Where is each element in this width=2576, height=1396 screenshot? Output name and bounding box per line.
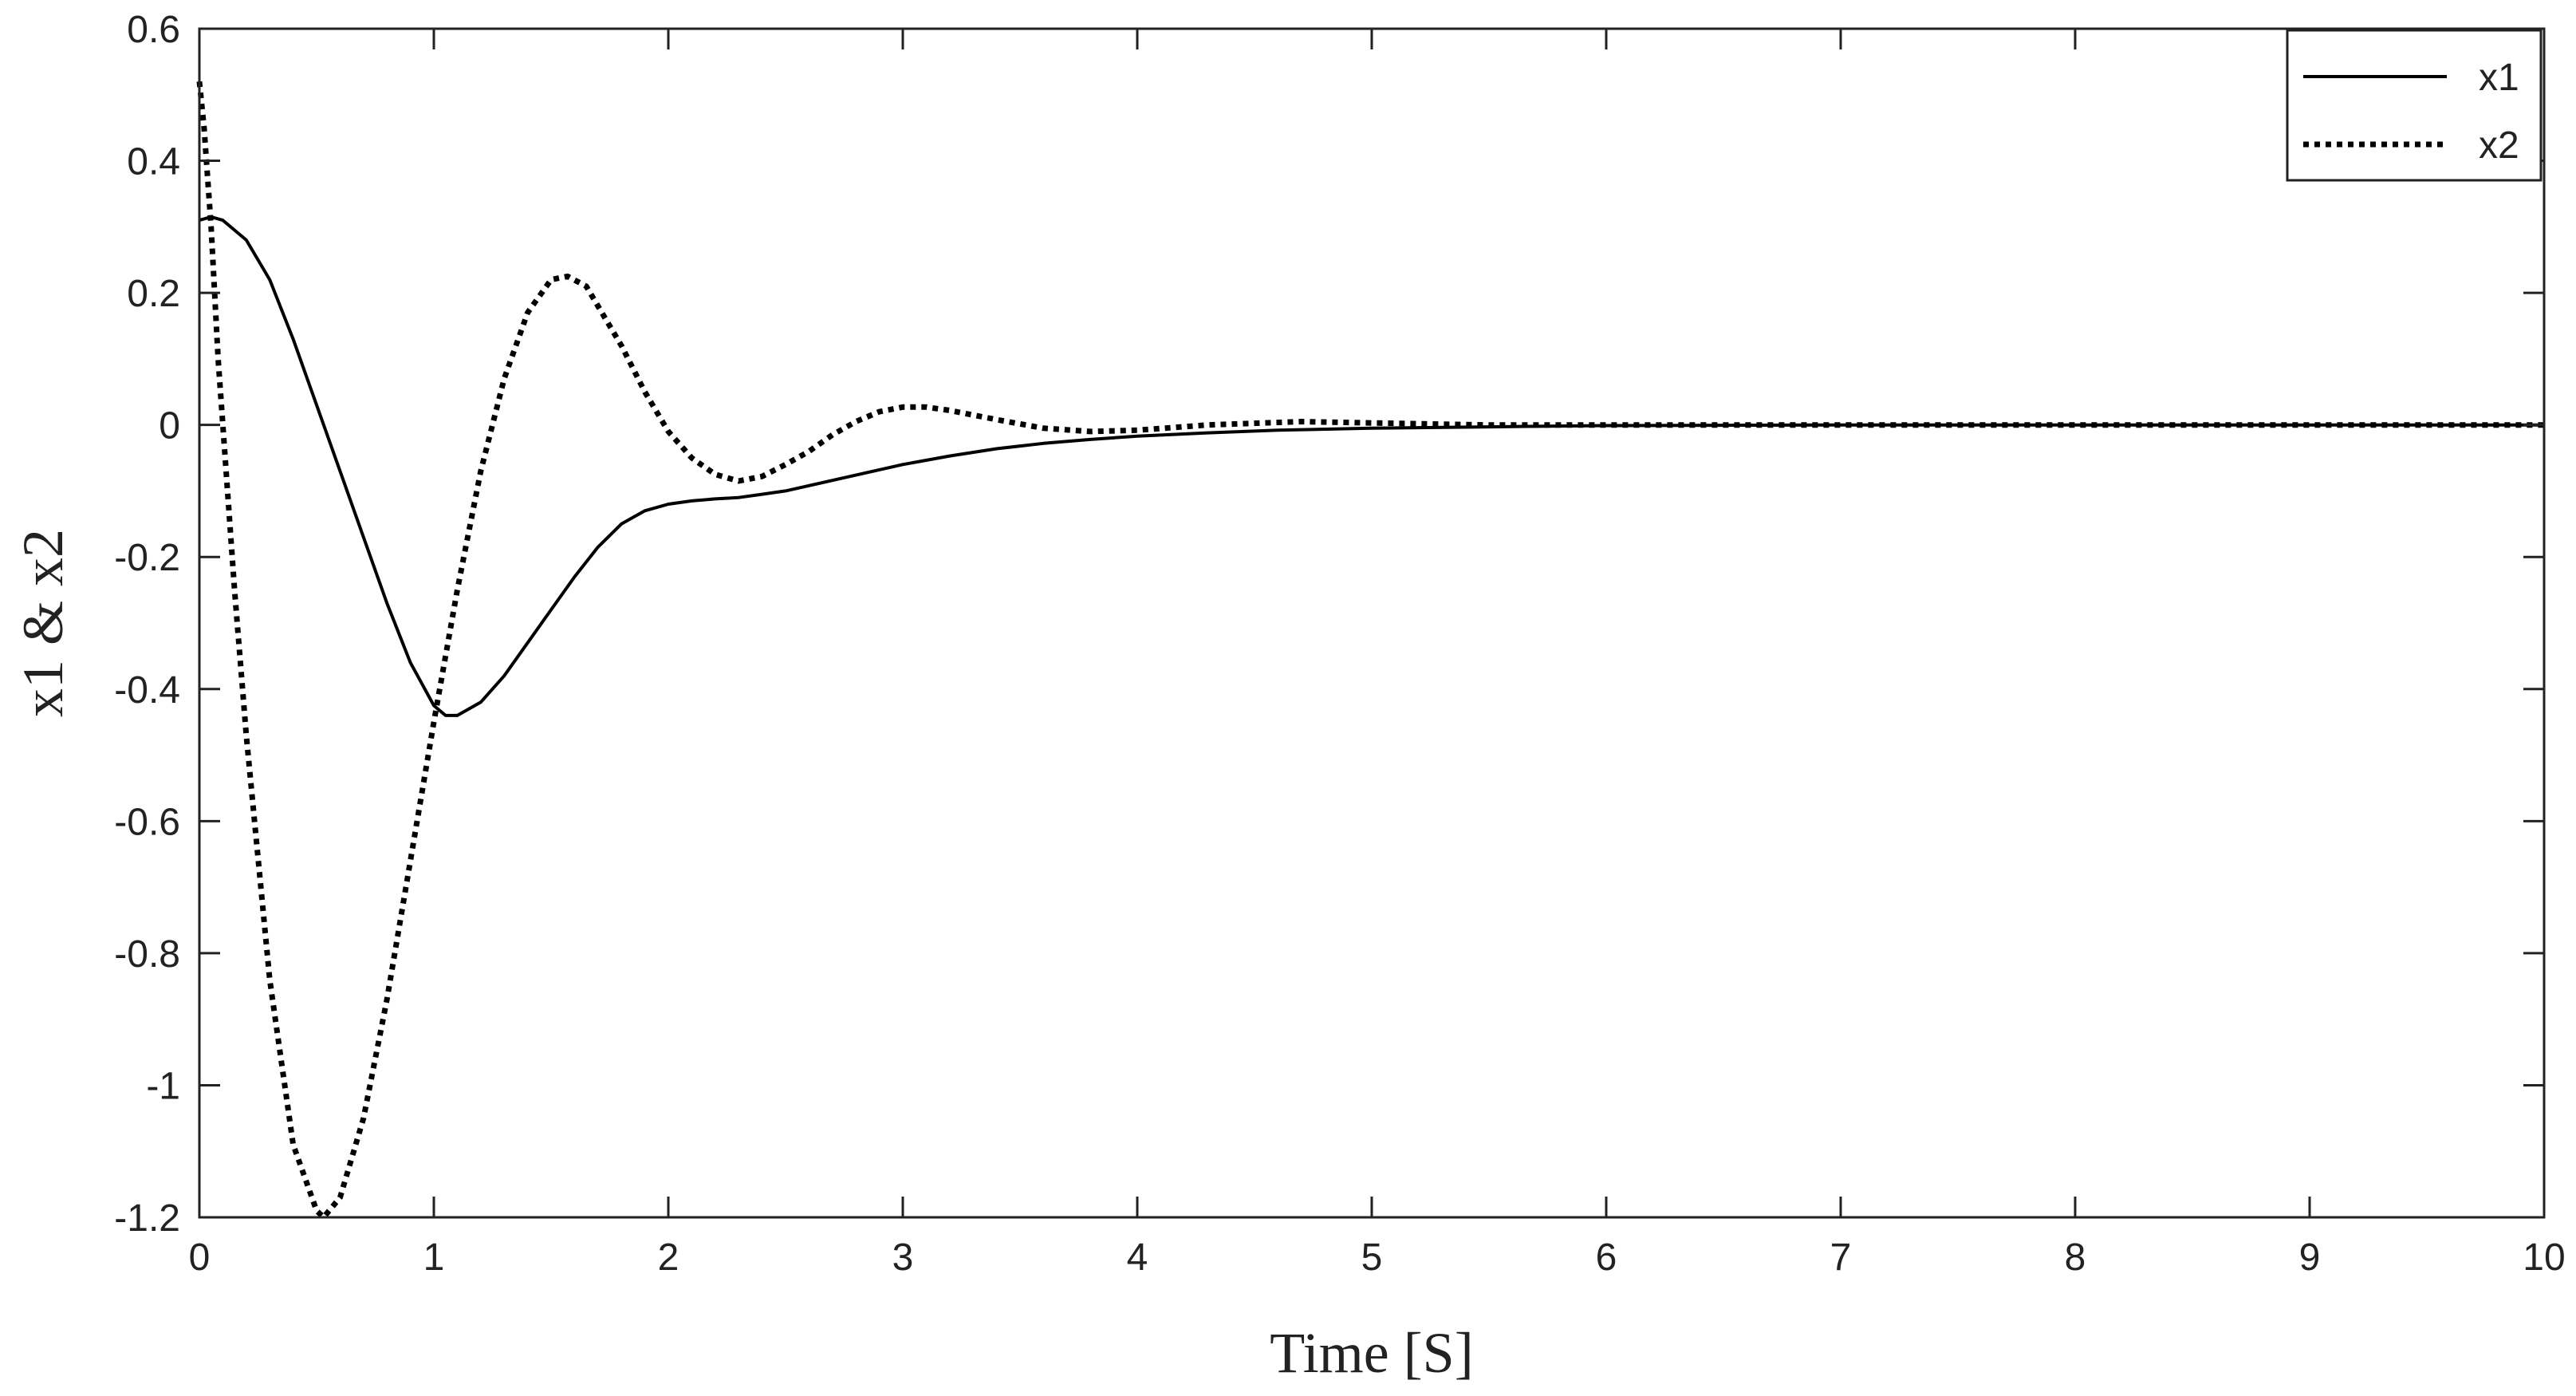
x-tick-label: 2 [658, 1236, 679, 1279]
y-tick-label: -0.6 [114, 801, 180, 843]
x-tick-label: 1 [423, 1236, 445, 1279]
ticks-layer: 0 1 2 3 4 5 6 7 8 9 10 0.6 0.4 0.2 0 -0.2 -0.4 -0.6 -0.8 -1… [114, 9, 2565, 1279]
x-tick-label: 5 [1361, 1236, 1383, 1279]
x-tick-label: 3 [892, 1236, 914, 1279]
x-tick-label: 8 [2065, 1236, 2086, 1279]
series-line-x1 [199, 215, 2544, 717]
y-tick-label: -0.4 [114, 669, 180, 712]
y-tick-label: -0.2 [114, 537, 180, 579]
x-tick-label: 10 [2523, 1236, 2565, 1279]
x-tick-label: 9 [2299, 1236, 2321, 1279]
series-line-x2 [196, 81, 2544, 1221]
x-tick-label: 7 [1830, 1236, 1852, 1279]
x-tick-label: 6 [1596, 1236, 1617, 1279]
y-tick-label: -1.2 [114, 1197, 180, 1240]
x-axis-title: Time [S] [1270, 1321, 1473, 1385]
series-layer [196, 81, 2544, 1221]
legend-box [2286, 29, 2543, 182]
legend-label-x1: x1 [2479, 57, 2519, 99]
y-tick-label: -0.8 [114, 933, 180, 976]
legend-label-x2: x2 [2479, 124, 2519, 167]
y-tick-label: 0 [159, 405, 180, 448]
x-tick-label: 0 [189, 1236, 211, 1279]
legend: x1 x2 [2286, 29, 2543, 182]
y-tick-label: 0.4 [127, 141, 180, 183]
y-tick-label: 0.6 [127, 9, 180, 51]
x-tick-label: 4 [1127, 1236, 1148, 1279]
y-tick-label: -1 [146, 1065, 180, 1107]
y-axis-title: x1 & x2 [11, 529, 75, 717]
y-tick-label: 0.2 [127, 273, 180, 315]
